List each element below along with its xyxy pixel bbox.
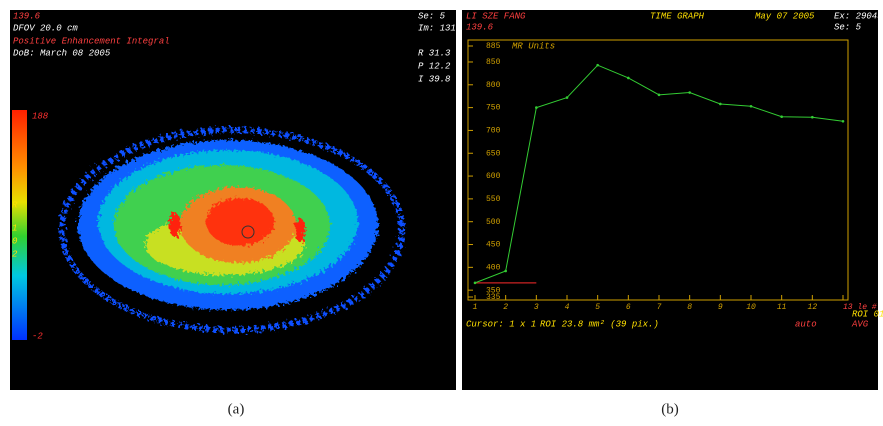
info-text: Se: 5: [418, 11, 446, 21]
y-tick-label: 750: [486, 104, 501, 113]
x-tick-label: 13 le #: [843, 303, 877, 312]
header-text: DoB: March 08 2005: [13, 48, 111, 58]
x-tick-label: 1: [473, 303, 478, 312]
header-text: Se: 5: [834, 22, 862, 32]
x-tick-label: 10: [746, 303, 756, 312]
y-tick-label: 500: [486, 218, 501, 227]
x-tick-label: 7: [657, 303, 662, 312]
header-text: 139.6: [13, 11, 41, 21]
header-text: DFOV 20.0 cm: [13, 23, 78, 33]
info-text: P 12.2: [418, 61, 451, 71]
caption: (a): [228, 401, 245, 417]
colorbar-label: 2: [12, 249, 18, 259]
data-point: [627, 77, 630, 80]
y-tick-label: 650: [486, 149, 501, 158]
data-point: [474, 282, 477, 285]
panel-b: [462, 10, 878, 390]
x-tick-label: 9: [718, 303, 723, 312]
header-text: 139.6: [466, 22, 494, 32]
x-tick-label: 5: [595, 303, 600, 312]
data-point: [780, 115, 783, 118]
data-point: [719, 103, 722, 106]
header-text: Ex: 29043: [834, 11, 883, 21]
footer-text: auto: [795, 319, 817, 329]
data-point: [658, 94, 661, 97]
data-point: [688, 91, 691, 94]
x-tick-label: 4: [565, 303, 570, 312]
caption: (b): [661, 401, 679, 417]
x-tick-label: 8: [687, 303, 692, 312]
footer-text: ROI 23.8 mm² (39 pix.): [540, 319, 659, 329]
footer-text: Cursor: 1 x 1: [466, 319, 536, 329]
y-tick-label: 850: [486, 58, 501, 67]
data-point: [566, 96, 569, 99]
x-tick-label: 3: [534, 303, 539, 312]
colorbar-label: R: [12, 200, 18, 210]
header-text: Positive Enhancement Integral: [13, 36, 170, 46]
header-text: TIME GRAPH: [650, 11, 705, 21]
data-point: [504, 270, 507, 273]
y-tick-label: 550: [486, 195, 501, 204]
y-tick-label: 885: [486, 42, 501, 51]
data-point: [535, 106, 538, 109]
colorbar-label: 1: [12, 223, 17, 233]
data-point: [596, 64, 599, 67]
y-tick-label: 450: [486, 241, 501, 250]
x-tick-label: 11: [777, 303, 787, 312]
y-tick-label: 800: [486, 81, 501, 90]
y-tick-label: 600: [486, 172, 501, 181]
data-point: [811, 116, 814, 119]
colorbar-max: 188: [32, 111, 49, 121]
x-tick-label: 6: [626, 303, 631, 312]
data-point: [842, 120, 845, 123]
y-tick-label: 400: [486, 263, 501, 272]
colorbar-label: 0: [12, 236, 18, 246]
header-text: May 07 2005: [755, 11, 815, 21]
y-axis-label: MR Units: [512, 41, 555, 51]
y-tick-label: 700: [486, 127, 501, 136]
header-text: LI SZE FANG: [466, 11, 526, 21]
info-text: Im: 131: [418, 23, 456, 33]
colorbar-min: -2: [32, 331, 43, 341]
x-tick-label: 2: [503, 303, 508, 312]
footer-text: AVG: [851, 319, 869, 329]
figure: 139.6 DFOV 20.0 cm Positive Enhancement …: [0, 0, 883, 426]
x-tick-label: 12: [808, 303, 818, 312]
y-tick-label: 350: [486, 286, 501, 295]
info-text: I 39.8: [418, 74, 451, 84]
info-text: R 31.3: [418, 48, 451, 58]
data-point: [750, 105, 753, 108]
